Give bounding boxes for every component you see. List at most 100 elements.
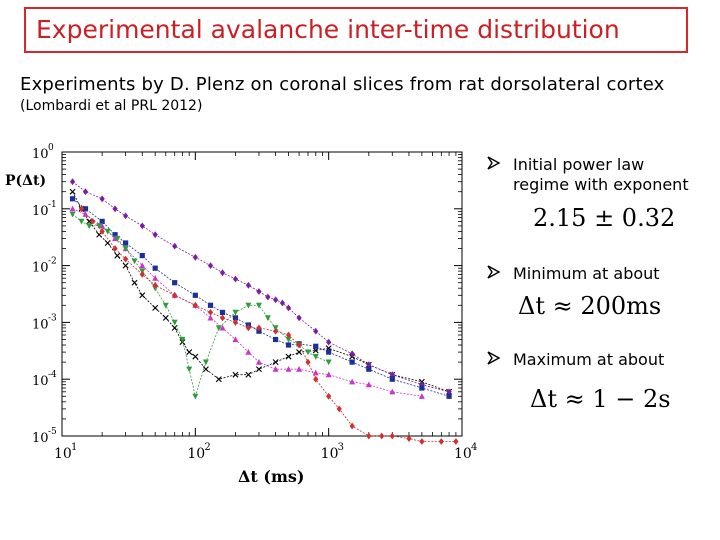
x-tick-exponent: 2 [204, 442, 210, 453]
data-point [69, 211, 76, 218]
x-tick-label: 10 [187, 446, 205, 462]
title-box: Experimental avalanche inter-time distri… [24, 7, 688, 53]
data-point [285, 342, 292, 348]
data-point [379, 432, 385, 440]
series-line [72, 213, 329, 398]
bullet-text: Maximum at about [513, 350, 665, 369]
data-point [313, 327, 319, 335]
data-point [272, 359, 279, 366]
data-point [152, 304, 159, 311]
data-point [179, 336, 186, 343]
data-point [389, 432, 395, 440]
data-point [349, 359, 355, 365]
data-point [192, 353, 199, 360]
arrow-bullet-icon [487, 155, 503, 176]
maximum-formula: Δt ≈ 1 − 2s [530, 385, 671, 413]
data-point [312, 369, 319, 376]
data-point [192, 292, 198, 298]
data-point [349, 350, 355, 358]
data-point [245, 324, 251, 332]
data-point [419, 438, 425, 445]
data-point [96, 223, 103, 230]
data-point [207, 302, 214, 308]
data-point [192, 253, 198, 261]
data-point [152, 231, 158, 239]
data-point [112, 205, 118, 213]
data-point [152, 265, 158, 271]
data-point [336, 405, 342, 413]
data-point [207, 262, 214, 269]
data-point [256, 288, 262, 295]
x-tick-label: 10 [54, 446, 72, 462]
data-point [265, 293, 271, 301]
data-point [453, 438, 459, 445]
data-point [232, 336, 239, 343]
data-point [232, 275, 239, 283]
data-point [99, 228, 105, 235]
data-point [389, 371, 395, 379]
data-point [366, 366, 372, 372]
data-point [139, 252, 145, 259]
data-point [325, 371, 332, 378]
data-point [255, 358, 262, 365]
data-point [349, 422, 355, 430]
data-point [389, 376, 395, 382]
data-point [215, 376, 222, 383]
data-point [326, 338, 332, 346]
data-point [313, 343, 319, 349]
data-point [99, 218, 105, 225]
y-tick-label: 10 [32, 374, 49, 389]
data-point [272, 365, 279, 372]
data-point [172, 291, 178, 299]
data-point [219, 324, 226, 331]
data-point [256, 324, 262, 332]
series-line [81, 208, 456, 442]
data-point [172, 242, 178, 250]
data-point [305, 358, 311, 366]
data-point [245, 281, 251, 289]
x-tick-label: 10 [454, 446, 472, 462]
data-point [192, 301, 198, 309]
data-point [296, 314, 302, 322]
data-point [86, 223, 93, 230]
data-point [285, 331, 292, 339]
data-point [232, 371, 239, 378]
data-point [326, 392, 332, 400]
data-point [122, 262, 129, 269]
data-point [325, 359, 332, 366]
data-point [438, 438, 444, 445]
data-point [285, 304, 292, 312]
y-tick-exponent: 0 [48, 143, 54, 153]
data-point [296, 341, 302, 349]
data-point [366, 432, 372, 440]
data-point [389, 388, 396, 395]
data-point [215, 325, 222, 332]
data-point [273, 296, 279, 304]
data-point [114, 252, 121, 259]
x-tick-exponent: 4 [471, 442, 477, 453]
data-point [207, 308, 214, 316]
data-point [69, 178, 76, 186]
x-tick-exponent: 3 [338, 442, 344, 453]
data-point [112, 232, 118, 238]
data-point [104, 228, 111, 235]
data-point [296, 349, 303, 356]
data-point [446, 388, 452, 396]
data-point [69, 196, 76, 202]
data-point [69, 188, 76, 195]
data-point [232, 319, 239, 326]
data-point [186, 349, 193, 356]
data-point [245, 348, 252, 355]
data-point [232, 315, 239, 321]
data-point [313, 375, 319, 383]
y-tick-exponent: -1 [48, 200, 57, 210]
data-point [82, 188, 89, 196]
data-point [69, 205, 76, 212]
data-point [162, 302, 169, 309]
data-point [172, 280, 178, 286]
data-point [273, 327, 279, 335]
y-tick-label: 10 [32, 204, 49, 219]
data-point [406, 435, 412, 442]
data-point [123, 240, 129, 246]
